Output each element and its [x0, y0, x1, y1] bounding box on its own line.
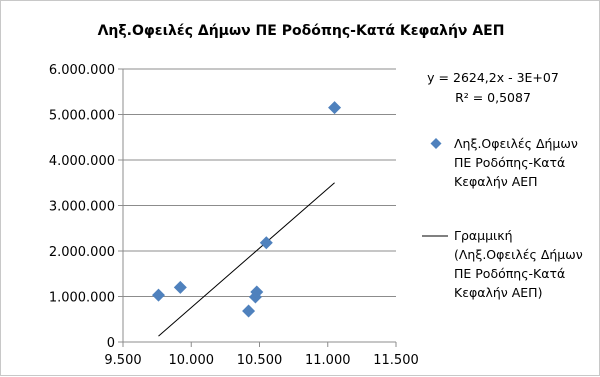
legend-trend-label-line-4: Κεφαλήν ΑΕΠ) [454, 285, 542, 300]
legend: Ληξ.Οφειλές Δήμων ΠΕ Ροδόπης-Κατά Κεφαλή… [422, 136, 583, 300]
trendline-equation: y = 2624,2x - 3E+07 [427, 70, 559, 85]
y-tick-label: 0 [107, 336, 115, 351]
y-tick-label: 1.000.000 [49, 291, 115, 306]
legend-trend-label-line-3: ΠΕ Ροδόπης-Κατά [454, 266, 565, 281]
y-tick-label: 6.000.000 [49, 63, 115, 78]
y-tick-label: 4.000.000 [49, 154, 115, 169]
trendline-layer [158, 182, 335, 337]
legend-series-label-line-2: ΠΕ Ροδόπης-Κατά [454, 155, 565, 170]
linear-trendline [158, 182, 335, 337]
scatter-point [151, 288, 165, 302]
chart-title: Ληξ.Οφειλές Δήμων ΠΕ Ροδόπης-Κατά Κεφαλή… [97, 23, 505, 39]
legend-trend-label-line-2: (Ληξ.Οφειλές Δήμων [454, 247, 583, 262]
data-points [151, 101, 342, 318]
x-tick-label: 11.000 [305, 353, 351, 368]
scatter-point [173, 280, 187, 294]
legend-series-label-line-1: Ληξ.Οφειλές Δήμων [454, 136, 578, 151]
x-tick-label: 9.500 [104, 353, 141, 368]
legend-series-marker [430, 138, 442, 149]
scatter-point [328, 101, 342, 115]
legend-trend-label-line-1: Γραμμική [454, 228, 513, 243]
axes: 0 1.000.000 2.000.000 3.000.000 4.000.000 5.0… [49, 63, 419, 368]
legend-series-label-line-3: Κεφαλήν ΑΕΠ [454, 174, 538, 189]
x-tick-label: 10.000 [169, 353, 215, 368]
y-tick-label: 3.000.000 [49, 200, 115, 215]
x-tick-label: 11.500 [373, 353, 419, 368]
gridlines [123, 68, 396, 297]
y-tick-label: 5.000.000 [49, 109, 115, 124]
scatter-point [259, 236, 273, 250]
r-squared-label: R² = 0,5087 [455, 90, 531, 105]
scatter-point [242, 304, 256, 318]
scatter-point [250, 285, 264, 299]
y-tick-label: 2.000.000 [49, 245, 115, 260]
x-tick-label: 10.500 [237, 353, 283, 368]
